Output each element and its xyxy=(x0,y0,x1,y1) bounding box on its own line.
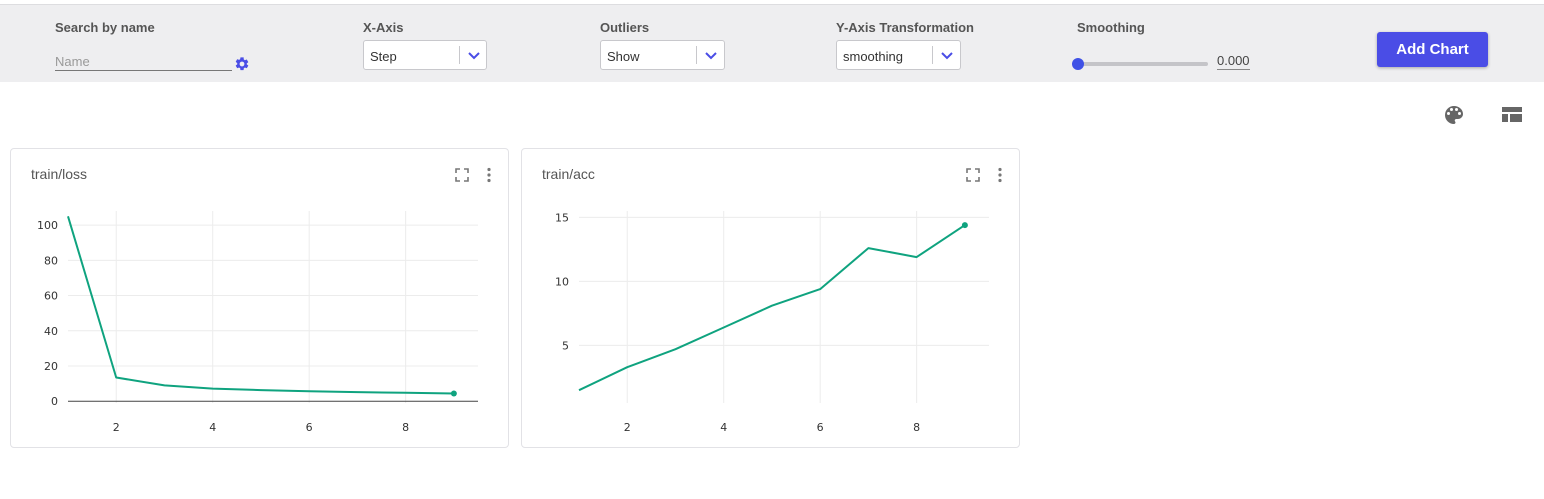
chart-title: train/loss xyxy=(31,166,88,182)
ytransform-label: Y-Axis Transformation xyxy=(836,20,974,35)
more-vert-icon[interactable] xyxy=(994,167,1006,183)
ytransform-value: smoothing xyxy=(843,49,903,64)
acc-chart: 2 4 6 8 5 10 15 xyxy=(555,211,989,434)
x-tick-label: 2 xyxy=(624,421,631,434)
chevron-down-icon xyxy=(705,52,717,60)
ytransform-select[interactable]: smoothing xyxy=(836,40,961,70)
series-line xyxy=(578,224,966,392)
gear-icon[interactable] xyxy=(234,56,250,72)
outliers-label: Outliers xyxy=(600,20,650,35)
y-tick-label: 20 xyxy=(44,360,58,373)
palette-icon[interactable] xyxy=(1442,103,1466,127)
xaxis-select[interactable]: Step xyxy=(363,40,487,70)
outliers-select[interactable]: Show xyxy=(600,40,725,70)
slider-track xyxy=(1076,62,1208,66)
y-tick-label: 15 xyxy=(555,211,569,224)
x-tick-label: 4 xyxy=(720,421,727,434)
x-tick-label: 8 xyxy=(913,421,920,434)
x-tick-label: 4 xyxy=(209,421,216,434)
search-input[interactable] xyxy=(55,52,232,71)
y-tick-label: 10 xyxy=(555,275,569,288)
toolbar: Search by name X-Axis Step Outliers Show… xyxy=(0,4,1544,82)
xaxis-value: Step xyxy=(370,49,397,64)
chevron-down-icon xyxy=(468,52,480,60)
more-vert-icon[interactable] xyxy=(483,167,495,183)
y-tick-label: 5 xyxy=(562,339,569,352)
smoothing-label: Smoothing xyxy=(1077,20,1145,35)
y-tick-label: 80 xyxy=(44,254,58,267)
x-tick-label: 6 xyxy=(306,421,313,434)
chevron-down-icon xyxy=(941,52,953,60)
search-label: Search by name xyxy=(55,20,155,35)
smoothing-value[interactable]: 0.000 xyxy=(1217,53,1250,70)
chart-card-train-loss: train/loss 2 4 6 8 0 20 40 60 80 100 xyxy=(10,148,509,448)
xaxis-label: X-Axis xyxy=(363,20,404,35)
x-tick-label: 2 xyxy=(113,421,120,434)
chart-card-train-acc: train/acc 2 4 6 8 5 10 15 xyxy=(521,148,1020,448)
x-tick-label: 8 xyxy=(402,421,409,434)
outliers-value: Show xyxy=(607,49,640,64)
series-end-point[interactable] xyxy=(961,222,968,229)
fullscreen-icon[interactable] xyxy=(965,167,981,183)
series-line xyxy=(67,216,454,395)
y-tick-label: 0 xyxy=(51,395,58,408)
y-tick-label: 40 xyxy=(44,325,58,338)
y-tick-label: 100 xyxy=(37,219,58,232)
chart-title: train/acc xyxy=(542,166,595,182)
fullscreen-icon[interactable] xyxy=(454,167,470,183)
slider-thumb[interactable] xyxy=(1072,58,1084,70)
y-tick-label: 60 xyxy=(44,290,58,303)
add-chart-button[interactable]: Add Chart xyxy=(1377,32,1488,67)
table-layout-icon[interactable] xyxy=(1500,104,1524,126)
x-tick-label: 6 xyxy=(817,421,824,434)
series-end-point[interactable] xyxy=(450,390,457,397)
smoothing-slider[interactable] xyxy=(1072,57,1208,71)
